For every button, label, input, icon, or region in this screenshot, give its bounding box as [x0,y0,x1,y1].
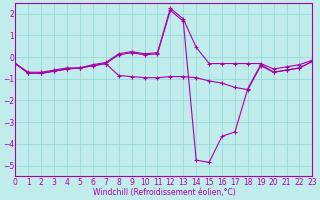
X-axis label: Windchill (Refroidissement éolien,°C): Windchill (Refroidissement éolien,°C) [92,188,235,197]
